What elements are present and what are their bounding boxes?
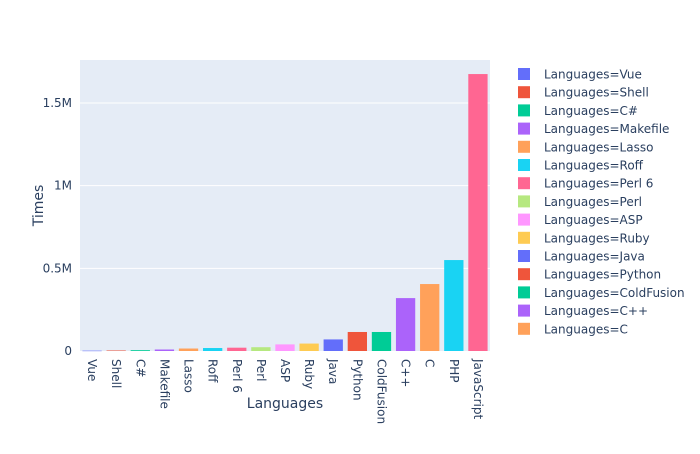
legend-item[interactable]: Languages=Roff [518, 159, 644, 173]
legend-item[interactable]: Languages=Makefile [518, 122, 669, 136]
bars [82, 74, 488, 352]
legend-swatch [518, 213, 530, 226]
x-tick-label: C [423, 359, 437, 367]
bar-perl[interactable] [251, 347, 271, 351]
legend-label: Languages=Perl [544, 195, 642, 209]
legend-label: Languages=Perl 6 [544, 177, 653, 191]
legend-swatch [518, 322, 530, 335]
x-tick-label: Makefile [157, 359, 171, 409]
legend-label: Languages=C [544, 322, 628, 336]
bar-ruby[interactable] [299, 343, 319, 351]
legend-label: Languages=Roff [544, 159, 644, 173]
legend-item[interactable]: Languages=Vue [518, 68, 642, 82]
x-tick-label: PHP [447, 359, 461, 383]
x-tick-label: ColdFusion [374, 359, 388, 424]
legend[interactable]: Languages=Vue Languages=Shell Languages=C#… [518, 68, 685, 337]
x-tick-label: Python [350, 359, 364, 401]
legend-label: Languages=ColdFusion [544, 286, 685, 300]
x-tick-label: Roff [206, 359, 220, 383]
x-tick-label: JavaScript [471, 358, 485, 419]
legend-swatch [518, 195, 530, 208]
y-tick-labels: 0 0.5M 1M 1.5M [43, 96, 72, 358]
legend-swatch [518, 177, 530, 190]
y-axis-label: Times [31, 185, 47, 228]
legend-label: Languages=C++ [544, 304, 648, 318]
legend-item[interactable]: Languages=Java [518, 250, 645, 264]
legend-item[interactable]: Languages=Perl 6 [518, 177, 653, 191]
legend-item[interactable]: Languages=Python [518, 268, 661, 282]
legend-label: Languages=Python [544, 268, 661, 282]
x-tick-label: Java [326, 358, 340, 384]
legend-swatch [518, 104, 530, 117]
x-tick-label: Vue [85, 359, 99, 381]
x-tick-label: ASP [278, 359, 292, 382]
legend-swatch [518, 286, 530, 299]
x-tick-label: Shell [109, 359, 123, 388]
bar-c[interactable] [420, 284, 440, 351]
legend-swatch [518, 231, 530, 244]
y-tick-label: 0.5M [43, 261, 72, 275]
x-axis-label: Languages [247, 396, 323, 412]
legend-label: Languages=Ruby [544, 231, 650, 245]
legend-label: Languages=Makefile [544, 122, 669, 136]
x-tick-label: Lasso [182, 359, 196, 393]
x-tick-label: Ruby [302, 359, 316, 389]
y-tick-label: 1M [54, 179, 72, 193]
bar-c-[interactable] [130, 350, 150, 351]
bar-roff[interactable] [203, 348, 223, 351]
legend-item[interactable]: Languages=Ruby [518, 231, 650, 245]
legend-item[interactable]: Languages=C [518, 322, 628, 336]
bar-javascript[interactable] [468, 74, 488, 351]
bar-java[interactable] [323, 339, 343, 351]
legend-item[interactable]: Languages=C# [518, 104, 638, 118]
x-tick-label: C# [133, 359, 147, 377]
legend-label: Languages=Java [544, 250, 645, 264]
y-tick-label: 0 [64, 344, 72, 358]
legend-swatch [518, 140, 530, 153]
legend-item[interactable]: Languages=Shell [518, 86, 649, 100]
legend-item[interactable]: Languages=ASP [518, 213, 643, 227]
legend-swatch [518, 68, 530, 80]
bar-makefile[interactable] [154, 349, 175, 351]
legend-swatch [518, 159, 530, 171]
x-tick-label: Perl 6 [230, 359, 244, 393]
bar-c-[interactable] [395, 298, 416, 351]
legend-label: Languages=Shell [544, 86, 649, 100]
bar-lasso[interactable] [178, 348, 199, 351]
legend-item[interactable]: Languages=Lasso [518, 140, 653, 154]
bar-perl-6[interactable] [227, 347, 247, 351]
legend-item[interactable]: Languages=C++ [518, 304, 648, 318]
legend-swatch [518, 304, 530, 317]
legend-label: Languages=C# [544, 104, 638, 118]
bar-asp[interactable] [275, 344, 295, 351]
bar-php[interactable] [444, 260, 464, 351]
bar-coldfusion[interactable] [371, 331, 392, 351]
legend-swatch [518, 122, 530, 135]
y-tick-label: 1.5M [43, 96, 72, 110]
legend-label: Languages=Vue [544, 68, 642, 82]
legend-label: Languages=Lasso [544, 140, 653, 154]
bar-python[interactable] [347, 331, 367, 351]
legend-label: Languages=ASP [544, 213, 643, 227]
legend-swatch [518, 268, 530, 281]
x-tick-labels: Vue Shell C# Makefile Lasso Roff Perl 6 Perl ASP… [85, 358, 485, 424]
legend-swatch [518, 86, 530, 99]
y-gridlines [80, 102, 490, 269]
bar-vue[interactable] [82, 350, 102, 352]
legend-swatch [518, 250, 530, 262]
legend-item[interactable]: Languages=ColdFusion [518, 286, 685, 300]
legend-item[interactable]: Languages=Perl [518, 195, 642, 209]
x-tick-label: C++ [399, 359, 413, 388]
x-tick-label: Perl [254, 359, 268, 381]
bar-shell[interactable] [106, 350, 126, 352]
